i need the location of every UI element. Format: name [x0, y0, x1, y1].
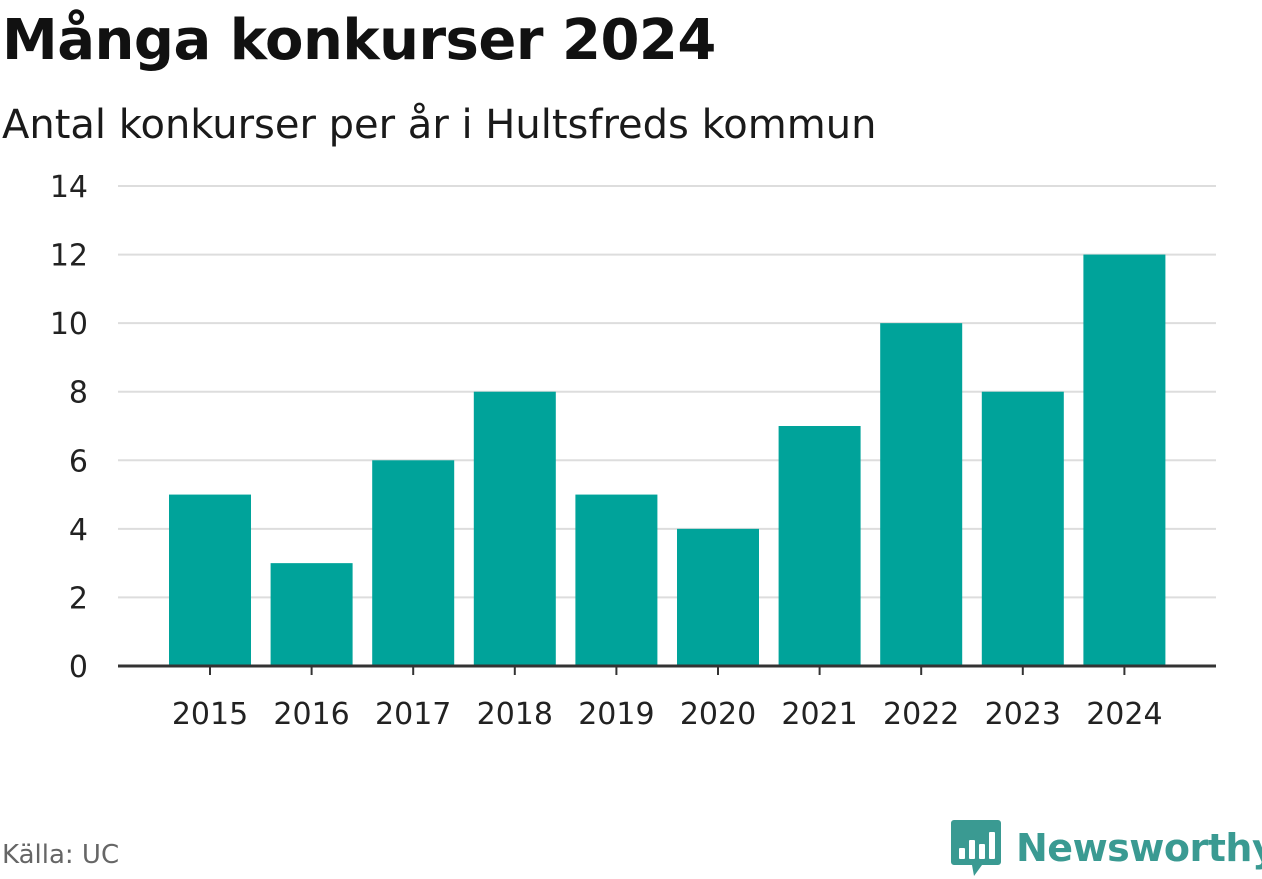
bar [169, 494, 251, 666]
x-tick-label: 2020 [680, 697, 756, 732]
x-tick-label: 2019 [578, 697, 654, 732]
bar [372, 460, 455, 666]
x-tick-label: 2018 [477, 697, 553, 732]
bar-chart: 0 2 4 6 8 10 12 14 2015 2016 2017 2018 2019 2020 2021… [50, 170, 1216, 732]
x-tick-label: 2021 [781, 697, 857, 732]
bar [677, 528, 759, 666]
bar [473, 391, 556, 666]
bar [778, 426, 861, 666]
x-tick-label: 2015 [172, 697, 248, 732]
bar [981, 391, 1064, 666]
chart-subtitle: Antal konkurser per år i Hultsfreds komm… [2, 102, 877, 148]
y-tick-label: 10 [50, 307, 88, 342]
y-tick-label: 2 [69, 581, 88, 616]
bar [575, 494, 658, 666]
y-tick-label: 14 [50, 170, 88, 205]
bar [270, 563, 353, 666]
x-tick-label: 2016 [273, 697, 349, 732]
y-tick-label: 8 [69, 376, 88, 411]
grid-lines [118, 185, 1216, 599]
x-tick-label: 2022 [883, 697, 959, 732]
y-tick-label: 4 [69, 513, 88, 548]
bar [880, 323, 963, 666]
x-tick-label: 2017 [375, 697, 451, 732]
bars [169, 254, 1166, 667]
y-tick-label: 0 [69, 650, 88, 685]
source-note: Källa: UC [2, 840, 120, 870]
brand-logo: Newsworthy [950, 818, 1262, 878]
x-tick-label: 2024 [1086, 697, 1162, 732]
chart-title: Många konkurser 2024 [2, 8, 716, 73]
y-tick-label: 12 [50, 239, 88, 274]
x-tick-label: 2023 [985, 697, 1061, 732]
bar [1083, 254, 1166, 667]
y-axis-ticks: 0 2 4 6 8 10 12 14 [50, 170, 88, 685]
y-tick-label: 6 [69, 444, 88, 479]
newsworthy-logo-icon [951, 820, 1001, 876]
brand-name: Newsworthy [1016, 826, 1262, 870]
x-axis: 2015 2016 2017 2018 2019 2020 2021 2022 2023 2024 [118, 664, 1216, 732]
